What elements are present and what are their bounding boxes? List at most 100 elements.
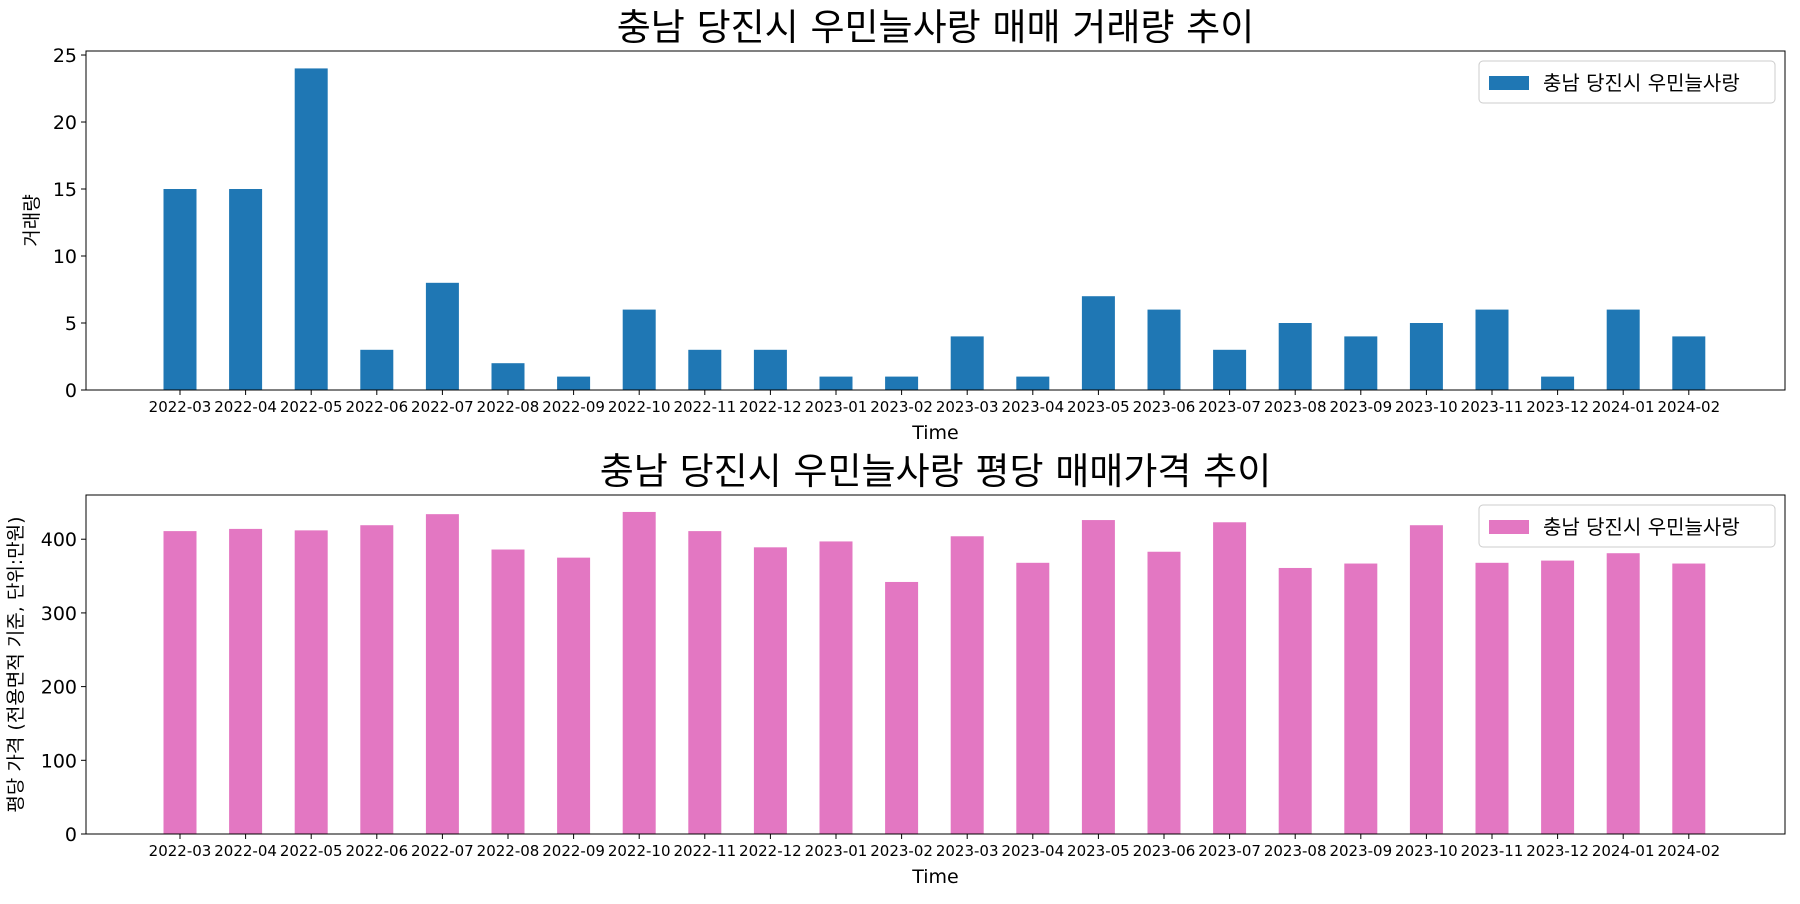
legend-swatch	[1489, 76, 1529, 90]
bar	[753, 349, 787, 390]
bar	[1016, 376, 1050, 390]
legend-label: 충남 당진시 우민늘사랑	[1543, 71, 1740, 95]
x-tick-label: 2022-10	[608, 398, 671, 416]
x-tick-label: 2023-01	[805, 842, 868, 860]
x-tick-label: 2022-05	[280, 398, 343, 416]
bar	[688, 531, 722, 834]
x-tick-label: 2022-08	[477, 398, 540, 416]
x-axis-label: Time	[911, 422, 959, 444]
x-tick-label: 2022-12	[739, 842, 802, 860]
x-tick-label: 2022-08	[477, 842, 540, 860]
y-tick-label: 10	[53, 246, 77, 268]
x-tick-label: 2022-05	[280, 842, 343, 860]
bar	[360, 349, 394, 390]
bar	[1409, 323, 1443, 390]
bar	[1541, 376, 1575, 390]
x-tick-label: 2022-03	[149, 842, 212, 860]
x-tick-label: 2022-09	[542, 398, 605, 416]
bar	[1016, 562, 1050, 834]
bar	[1278, 323, 1312, 390]
x-tick-label: 2022-12	[739, 398, 802, 416]
price-chart: 충남 당진시 우민늘사랑 평당 매매가격 추이 Time 평당 가격 (전용면적…	[5, 450, 1786, 888]
x-tick-label: 2022-07	[411, 398, 474, 416]
bar	[229, 189, 263, 390]
y-tick-label: 400	[41, 529, 77, 551]
x-tick-label: 2024-01	[1592, 398, 1655, 416]
bar	[1213, 349, 1247, 390]
bar	[885, 581, 919, 834]
x-tick-label: 2022-07	[411, 842, 474, 860]
legend-swatch	[1489, 520, 1529, 534]
x-tick-label: 2023-02	[870, 398, 933, 416]
legend-label: 충남 당진시 우민늘사랑	[1543, 515, 1740, 539]
x-tick-label: 2022-06	[345, 398, 408, 416]
y-tick-label: 100	[41, 750, 77, 772]
x-tick-label: 2022-09	[542, 842, 605, 860]
x-tick-label: 2023-08	[1264, 842, 1327, 860]
bar	[294, 68, 328, 391]
chart-title: 충남 당진시 우민늘사랑 매매 거래량 추이	[617, 6, 1255, 49]
bar	[819, 376, 853, 390]
bar	[491, 363, 525, 390]
x-tick-label: 2023-06	[1133, 398, 1196, 416]
legend-box	[1478, 504, 1776, 548]
bar	[1147, 551, 1181, 834]
bar	[950, 536, 984, 834]
bar	[1081, 296, 1115, 390]
bar	[1081, 520, 1115, 834]
bar	[360, 525, 394, 834]
x-tick-label: 2022-06	[345, 842, 408, 860]
x-tick-label: 2022-11	[673, 398, 736, 416]
bar	[1672, 563, 1706, 834]
bar	[229, 528, 263, 834]
x-tick-label: 2023-09	[1329, 842, 1392, 860]
bar	[1278, 567, 1312, 834]
bar	[1672, 336, 1706, 390]
x-tick-label: 2023-02	[870, 842, 933, 860]
bar	[1213, 522, 1247, 834]
bar	[753, 547, 787, 834]
y-axis-label: 평당 가격 (전용면적 기준, 단위:만원)	[5, 516, 27, 812]
x-tick-label: 2022-10	[608, 842, 671, 860]
plot-frame	[85, 50, 1786, 391]
y-tick-label: 20	[53, 112, 77, 134]
x-axis-label: Time	[911, 866, 959, 888]
bar	[1344, 336, 1378, 390]
y-tick-label: 0	[65, 380, 77, 402]
y-tick-label: 25	[53, 45, 77, 67]
chart-title: 충남 당진시 우민늘사랑 평당 매매가격 추이	[600, 450, 1272, 493]
x-tick-label: 2023-07	[1198, 842, 1261, 860]
bar	[885, 376, 919, 390]
y-tick-label: 200	[41, 677, 77, 699]
legend-box	[1478, 60, 1776, 104]
x-tick-label: 2023-09	[1329, 398, 1392, 416]
x-tick-label: 2023-04	[1001, 842, 1064, 860]
y-tick-label: 15	[53, 179, 77, 201]
bar	[491, 549, 525, 834]
bar	[950, 336, 984, 390]
bar	[819, 541, 853, 834]
x-tick-label: 2023-08	[1264, 398, 1327, 416]
bar	[1147, 309, 1181, 390]
x-tick-label: 2022-11	[673, 842, 736, 860]
x-tick-label: 2023-05	[1067, 398, 1130, 416]
bar	[557, 557, 591, 834]
bar	[1606, 553, 1640, 834]
bar	[163, 531, 197, 834]
bar	[1475, 309, 1509, 390]
bar	[163, 189, 197, 390]
bar	[294, 530, 328, 834]
bar	[557, 376, 591, 390]
x-tick-label: 2022-03	[149, 398, 212, 416]
bar	[1541, 560, 1575, 834]
x-tick-label: 2022-04	[214, 398, 277, 416]
x-tick-label: 2023-12	[1526, 842, 1589, 860]
x-tick-label: 2022-04	[214, 842, 277, 860]
bar	[688, 349, 722, 390]
bar	[1606, 309, 1640, 390]
x-tick-label: 2023-11	[1461, 398, 1524, 416]
bar	[1475, 562, 1509, 834]
bar	[425, 514, 459, 834]
